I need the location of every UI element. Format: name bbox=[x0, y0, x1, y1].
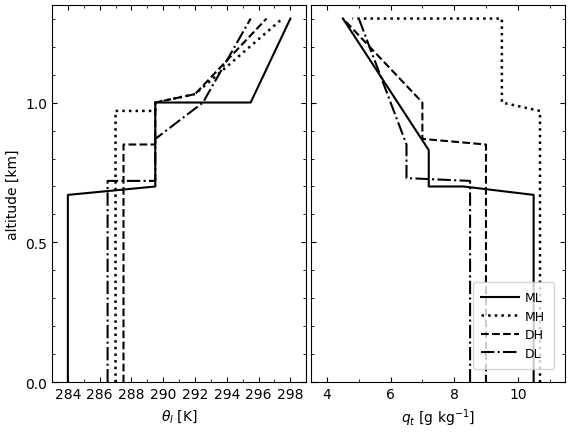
ML bbox=[247, 101, 254, 106]
Line: ML: ML bbox=[68, 20, 291, 382]
ML bbox=[460, 184, 467, 190]
DL bbox=[152, 137, 159, 142]
DL bbox=[104, 380, 111, 385]
DH bbox=[482, 380, 489, 385]
DL bbox=[467, 380, 473, 385]
DL bbox=[152, 179, 159, 184]
ML bbox=[287, 17, 294, 22]
ML bbox=[65, 380, 71, 385]
ML bbox=[530, 380, 537, 385]
DH bbox=[419, 101, 426, 106]
Y-axis label: altitude [km]: altitude [km] bbox=[6, 149, 19, 239]
ML bbox=[340, 17, 347, 22]
ML bbox=[460, 184, 467, 190]
DL bbox=[467, 179, 473, 184]
MH bbox=[537, 109, 544, 114]
DH bbox=[192, 92, 199, 98]
DH bbox=[482, 143, 489, 148]
MH bbox=[498, 17, 505, 22]
DL bbox=[247, 17, 254, 22]
DH bbox=[120, 143, 127, 148]
ML bbox=[152, 184, 159, 190]
DL bbox=[104, 179, 111, 184]
ML bbox=[530, 193, 537, 198]
DH bbox=[152, 101, 159, 106]
MH bbox=[152, 101, 159, 106]
DL bbox=[403, 143, 410, 148]
MH bbox=[192, 92, 199, 98]
MH bbox=[152, 109, 159, 114]
ML bbox=[425, 148, 432, 153]
Legend: ML, MH, DH, DL: ML, MH, DH, DL bbox=[473, 283, 554, 369]
Line: MH: MH bbox=[115, 20, 283, 382]
MH bbox=[349, 17, 356, 22]
DH bbox=[419, 137, 426, 142]
DL bbox=[403, 176, 410, 181]
ML bbox=[425, 184, 432, 190]
MH bbox=[112, 380, 119, 385]
X-axis label: $q_t$ [g kg$^{-1}$]: $q_t$ [g kg$^{-1}$] bbox=[401, 407, 475, 428]
DH bbox=[263, 17, 270, 22]
Line: DH: DH bbox=[343, 20, 486, 382]
DH bbox=[152, 143, 159, 148]
MH bbox=[279, 17, 286, 22]
ML bbox=[152, 101, 159, 106]
Line: DL: DL bbox=[359, 20, 470, 382]
Line: ML: ML bbox=[343, 20, 534, 382]
MH bbox=[537, 380, 544, 385]
MH bbox=[498, 101, 505, 106]
DL bbox=[199, 101, 206, 106]
Line: DH: DH bbox=[123, 20, 267, 382]
DH bbox=[120, 380, 127, 385]
MH bbox=[112, 109, 119, 114]
X-axis label: $\theta_l$ [K]: $\theta_l$ [K] bbox=[160, 407, 198, 424]
DH bbox=[340, 17, 347, 22]
Line: MH: MH bbox=[352, 20, 540, 382]
DL bbox=[355, 17, 362, 22]
ML bbox=[65, 193, 71, 198]
Line: DL: DL bbox=[107, 20, 251, 382]
